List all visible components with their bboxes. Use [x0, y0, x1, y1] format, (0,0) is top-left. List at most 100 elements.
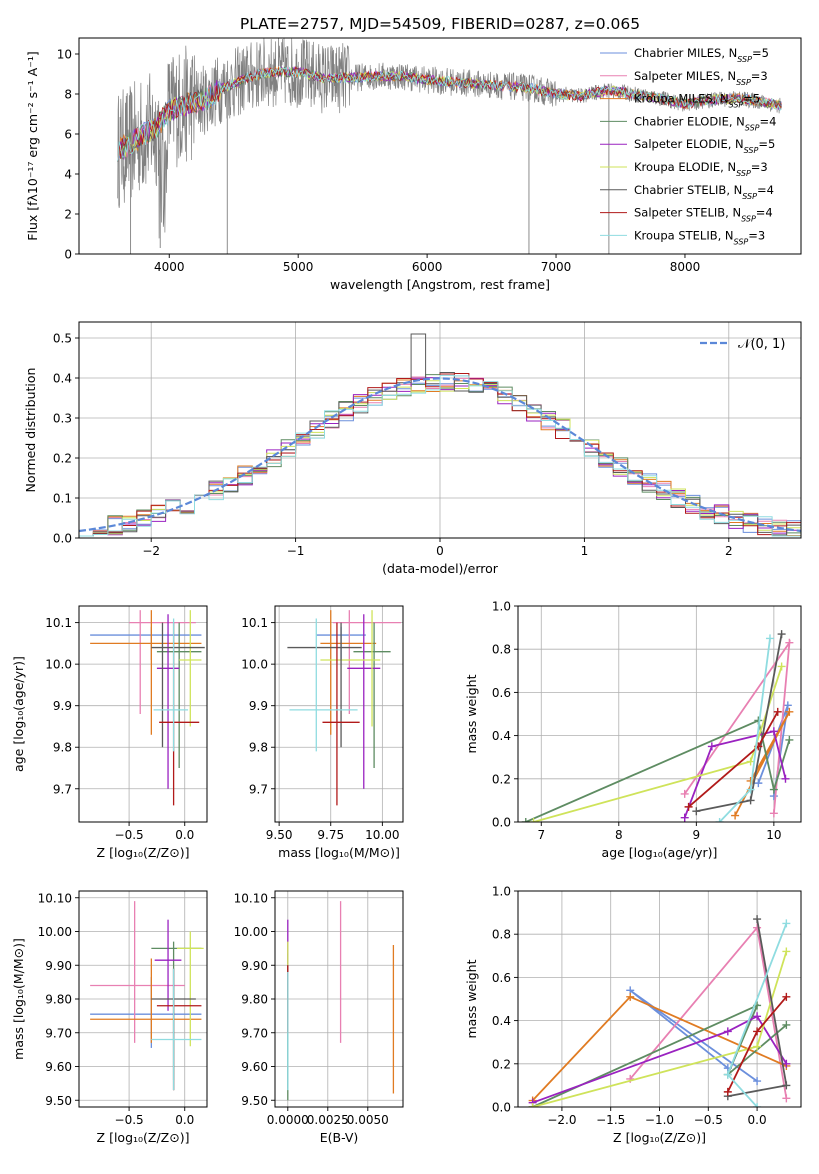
mass-weight-marker — [746, 785, 755, 794]
mass-weight-marker — [781, 774, 790, 783]
figure-title: PLATE=2757, MJD=54509, FIBERID=0287, z=0… — [240, 15, 640, 33]
x-tick-label: 0.0025 — [307, 1113, 349, 1127]
y-tick-label: 10 — [57, 48, 72, 62]
x-tick-label: −1 — [287, 544, 305, 558]
mass-weight-marker — [753, 923, 762, 932]
y-tick-label: 1.0 — [492, 600, 511, 614]
legend-spectrum: Chabrier MILES, NSSP=5 Salpeter MILES, NS… — [600, 46, 776, 246]
mass-weight-marker — [731, 811, 740, 820]
plot-area-mass-vs-Z — [90, 901, 204, 1091]
axes-spectrum: 4000 5000 6000 7000 8000 0 2 4 6 8 10 wavelength [A… — [25, 37, 802, 292]
mass-weight-marker — [753, 915, 762, 924]
mass-weight-marker — [777, 662, 786, 671]
axes-frame — [517, 605, 802, 823]
y-tick-label: 0.0 — [53, 532, 72, 546]
y-tick-label: 9.7 — [249, 782, 268, 796]
mass-weight-marker — [783, 701, 792, 710]
mass-weight-marker — [782, 947, 791, 956]
legend-label: Salpeter ELODIE, NSSP=5 — [634, 137, 775, 155]
axes-frame — [274, 605, 404, 823]
y-tick-label: 0.8 — [492, 643, 511, 657]
mass-weight-line — [696, 633, 783, 813]
y-tick-label: 10.0 — [45, 658, 72, 672]
x-tick-label: −0.5 — [115, 828, 144, 842]
mass-weight-marker — [782, 992, 791, 1001]
mass-weight-marker — [782, 1081, 791, 1090]
frame-residual-histogram: −2 −1 0 1 2 0.0 0.1 0.2 0.3 0.4 0.5 (data-model)/er… — [23, 321, 802, 576]
y-tick-label: 10.10 — [234, 891, 268, 905]
axes-residual-histogram: −2 −1 0 1 2 0.0 0.1 0.2 0.3 0.4 0.5 (data-model)/er… — [23, 321, 802, 576]
x-tick-label: 0.0050 — [347, 1113, 389, 1127]
y-tick-label: 0.4 — [492, 1014, 511, 1028]
mass-weight-marker — [769, 809, 778, 818]
y-tick-label: 0.6 — [492, 686, 511, 700]
x-tick-label: 6000 — [412, 260, 443, 274]
residual-histogram-step — [79, 374, 801, 537]
frame-weight-vs-age: 7 8 9 10 0.0 0.2 0.4 0.6 0.8 1.0 age [log₁₀(age/yr… — [464, 600, 802, 860]
mass-weight-marker — [782, 919, 791, 928]
x-tick-label: −2 — [142, 544, 160, 558]
x-tick-label: 9.75 — [317, 828, 344, 842]
mass-weight-marker — [785, 707, 794, 716]
mass-weight-marker — [680, 813, 689, 822]
mass-weight-marker — [692, 807, 701, 816]
y-tick-label: 10.1 — [45, 616, 72, 630]
x-tick-label: 10.00 — [365, 828, 399, 842]
mass-weight-marker — [785, 638, 794, 647]
mass-weight-line — [532, 1015, 788, 1104]
mass-weight-marker — [528, 1103, 537, 1107]
y-tick-label: 6 — [64, 128, 72, 142]
y-axis-label: mass [log₁₀(M/M⊙)] — [11, 938, 26, 1060]
y-tick-label: 0.6 — [492, 971, 511, 985]
mass-weight-marker — [754, 779, 763, 788]
y-tick-label: 0.4 — [53, 372, 72, 386]
x-tick-label: 0 — [436, 544, 444, 558]
y-tick-label: 9.8 — [249, 741, 268, 755]
frame-spectrum: 4000 5000 6000 7000 8000 0 2 4 6 8 10 wavelength [A… — [25, 37, 802, 292]
x-tick-label: 7000 — [541, 260, 572, 274]
x-tick-label: −2.0 — [547, 1113, 576, 1127]
x-tick-label: 4000 — [154, 260, 185, 274]
x-tick-label: 0.0 — [175, 828, 194, 842]
x-tick-label: 1 — [581, 544, 589, 558]
axes-frame — [78, 605, 208, 823]
y-tick-label: 2 — [64, 208, 72, 222]
y-axis-label: age [log₁₀(age/yr)] — [11, 656, 26, 772]
x-tick-label: 10 — [766, 828, 781, 842]
y-tick-label: 0.1 — [53, 492, 72, 506]
legend-label: Salpeter STELIB, NSSP=4 — [634, 206, 773, 224]
legend-label: Kroupa STELIB, NSSP=3 — [634, 228, 765, 246]
plot-area-age-vs-Z — [90, 610, 205, 806]
mass-weight-marker — [769, 727, 778, 736]
x-axis-label: age [log₁₀(age/yr)] — [602, 845, 718, 860]
mass-weight-line — [718, 638, 771, 822]
axes-age-vs-Z: −0.5 0.0 9.7 9.8 9.9 10.0 10.1 Z [log₁₀(Z/Z⊙)] a… — [11, 605, 208, 860]
y-tick-label: 9.9 — [53, 699, 72, 713]
mass-weight-marker — [765, 634, 774, 643]
y-tick-label: 9.50 — [241, 1094, 268, 1108]
y-tick-label: 0.3 — [53, 412, 72, 426]
y-tick-label: 9.60 — [241, 1060, 268, 1074]
x-tick-label: −0.5 — [115, 1113, 144, 1127]
y-axis-label: Normed distribution — [23, 368, 38, 493]
mass-weight-marker — [723, 1027, 732, 1036]
x-axis-label: E(B-V) — [320, 1130, 359, 1145]
frame-weight-vs-Z: −2.0 −1.5 −1.0 −0.5 0.0 0.0 0.2 0.4 0.6 0.8 1.0 Z [… — [464, 885, 802, 1145]
x-tick-label: 0.0 — [748, 1113, 767, 1127]
y-tick-label: 9.9 — [249, 699, 268, 713]
mass-weight-marker — [782, 1020, 791, 1029]
y-tick-label: 9.90 — [241, 959, 268, 973]
model-spectrum-line — [117, 66, 782, 162]
mass-weight-marker — [782, 1094, 791, 1103]
x-axis-label: wavelength [Angstrom, rest frame] — [330, 277, 550, 292]
axes-age-vs-mass: 9.50 9.75 10.00 9.7 9.8 9.9 10.0 10.1 mass [log₁… — [241, 605, 404, 860]
mass-weight-marker — [769, 785, 778, 794]
plot-area-age-vs-mass — [287, 610, 401, 806]
axes-weight-vs-Z: −2.0 −1.5 −1.0 −0.5 0.0 0.0 0.2 0.4 0.6 0.8 1.0 Z [… — [464, 885, 802, 1145]
legend-label: Kroupa MILES, NSSP=5 — [634, 92, 760, 110]
x-tick-label: 0.0000 — [267, 1113, 309, 1127]
frame-age-vs-mass: 9.50 9.75 10.00 9.7 9.8 9.9 10.0 10.1 mass [log₁… — [241, 605, 404, 860]
mass-weight-marker — [746, 796, 755, 805]
mass-weight-marker — [753, 1027, 762, 1036]
